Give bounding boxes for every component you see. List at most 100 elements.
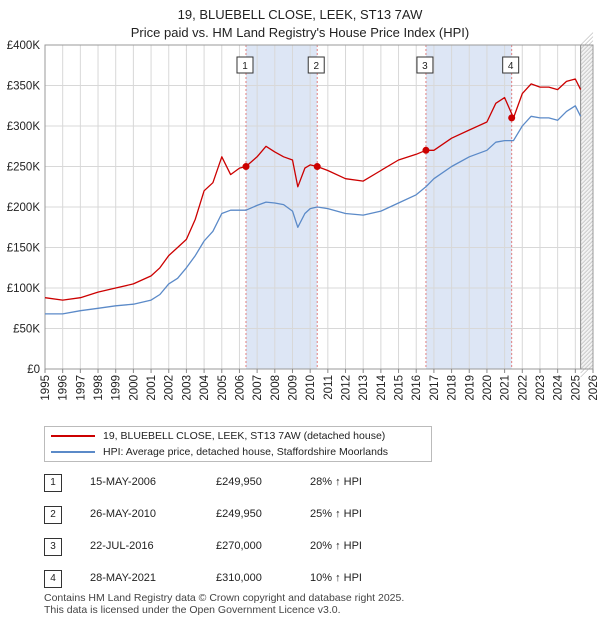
hatch-line (580, 208, 594, 222)
hatch-line (580, 48, 594, 62)
hatch-line (580, 260, 594, 274)
x-tick-label: 2005 (217, 375, 229, 401)
hatch-line (580, 160, 594, 174)
x-tick-label: 1998 (93, 375, 105, 401)
hatch-line (580, 92, 594, 106)
y-tick-label: £400K (7, 40, 41, 52)
x-tick-label: 2003 (181, 375, 193, 401)
transaction-date: 22-JUL-2016 (90, 540, 154, 552)
x-tick-label: 2023 (535, 375, 547, 401)
hatch-line (580, 60, 594, 74)
title-line-2: Price paid vs. HM Land Registry's House … (130, 25, 470, 40)
hatch-line (580, 284, 594, 298)
x-tick-label: 2001 (146, 375, 158, 401)
x-tick-label: 2009 (287, 375, 299, 401)
transaction-price: £249,950 (216, 508, 262, 520)
x-tick-label: 2024 (553, 374, 565, 400)
hatch-line (580, 296, 594, 310)
hatch-line (580, 164, 594, 178)
badge-label: 3 (422, 61, 428, 72)
hatch-line (580, 80, 594, 94)
series-line-hpi (45, 105, 582, 315)
hatch-line (580, 360, 594, 374)
transaction-hpi: 10% ↑ HPI (310, 572, 362, 584)
hatch-line (580, 116, 594, 130)
hatch-line (580, 120, 594, 134)
badge-label: 2 (313, 61, 319, 72)
y-tick-label: £150K (7, 243, 41, 255)
hatch-line (580, 212, 594, 226)
hatch-line (580, 268, 594, 282)
hatch-line (580, 272, 594, 286)
hatch-line (580, 144, 594, 158)
y-tick-label: £100K (7, 283, 41, 295)
hatch-line (580, 312, 594, 326)
x-tick-label: 2006 (234, 375, 246, 401)
hatch-line (580, 176, 594, 190)
hatch-line (580, 84, 594, 98)
x-tick-label: 2012 (341, 375, 353, 401)
transaction-hpi: 25% ↑ HPI (310, 508, 362, 520)
hatch-line (580, 204, 594, 218)
price-chart: £0 £50K £100K £150K £200K £250K £300K £350K £400… (7, 32, 600, 401)
marker-badge: 2 (307, 56, 325, 74)
transaction-row: 2 26-MAY-2010 £249,950 25% ↑ HPI (44, 506, 444, 524)
legend-swatch-property (51, 435, 95, 437)
hatch-line (580, 180, 594, 194)
hatch-line (580, 56, 594, 70)
hatch-line (580, 316, 594, 330)
hatch-line (580, 140, 594, 154)
hatch-line (580, 252, 594, 266)
x-tick-label: 1995 (40, 375, 52, 401)
sale-point (422, 146, 430, 154)
hatch-line (580, 76, 594, 90)
x-tick-label: 2014 (376, 374, 388, 400)
transaction-price: £310,000 (216, 572, 262, 584)
transaction-date: 15-MAY-2006 (90, 476, 157, 488)
hatch-line (580, 332, 594, 346)
transaction-date: 28-MAY-2021 (90, 572, 157, 584)
hatch-line (580, 304, 594, 318)
hatch-line (580, 292, 594, 306)
hatch-line (580, 40, 594, 54)
transaction-hpi: 28% ↑ HPI (310, 476, 362, 488)
hatch-line (580, 336, 594, 350)
transaction-number: 2 (44, 506, 62, 524)
transaction-price: £270,000 (216, 540, 262, 552)
x-tick-label: 2020 (482, 375, 494, 401)
hatch-line (580, 352, 594, 366)
legend-label-property: 19, BLUEBELL CLOSE, LEEK, ST13 7AW (deta… (103, 430, 386, 442)
hatch-line (580, 356, 594, 370)
legend-label-hpi: HPI: Average price, detached house, Staf… (103, 446, 389, 458)
hatch-line (580, 36, 594, 50)
x-tick-label: 2000 (128, 375, 140, 401)
x-tick-label: 2010 (305, 375, 317, 401)
hatch-line (580, 184, 594, 198)
hatch-line (580, 64, 594, 78)
hatch-line (580, 216, 594, 230)
hatch-line (580, 136, 594, 150)
legend: 19, BLUEBELL CLOSE, LEEK, ST13 7AW (deta… (44, 426, 432, 462)
plot-frame (44, 44, 594, 370)
x-tick-label: 1999 (111, 375, 123, 401)
hatch-line (580, 320, 594, 334)
x-tick-label: 1997 (75, 375, 87, 401)
hatch-line (580, 128, 594, 142)
hatch-line (580, 324, 594, 338)
title-line-1: 19, BLUEBELL CLOSE, LEEK, ST13 7AW (177, 7, 423, 22)
sale-point (242, 163, 250, 171)
hatch-line (580, 200, 594, 214)
x-tick-label: 2018 (447, 375, 459, 401)
y-tick-label: £250K (7, 162, 41, 174)
sale-point (313, 163, 321, 171)
marker-badge: 4 (502, 56, 520, 74)
hatch-line (580, 104, 594, 118)
marker-badge: 1 (236, 56, 254, 74)
x-tick-label: 2025 (570, 375, 582, 401)
forecast-hatch (580, 32, 594, 378)
hatch-line (580, 192, 594, 206)
legend-swatch-hpi (51, 451, 95, 453)
hatch-line (580, 96, 594, 110)
x-tick-label: 2013 (358, 375, 370, 401)
transaction-row: 4 28-MAY-2021 £310,000 10% ↑ HPI (44, 570, 444, 588)
